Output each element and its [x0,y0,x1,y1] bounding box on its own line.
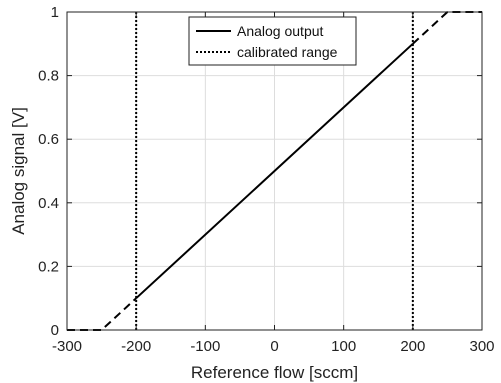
analog-output-saturation-segment [67,297,137,331]
y-axis-label: Analog signal [V] [9,107,28,235]
analog-output-linear-segment [135,43,414,299]
legend-label-calibrated-range: calibrated range [237,44,338,60]
y-tick-label: 0.8 [38,68,59,85]
y-tick-label: 1 [51,4,59,21]
legend: Analog output calibrated range [188,16,357,66]
x-axis-label: Reference flow [sccm] [191,363,358,382]
axis-ticks: -300 -200 -100 0 100 200 300 0 0.2 0.4 0.6 0.8 1 [38,4,494,355]
x-tick-label: 100 [331,338,356,355]
calibrated-range-lines [135,12,414,330]
x-tick-label: 200 [400,338,425,355]
legend-box [188,16,357,66]
x-tick-label: 300 [469,338,494,355]
x-tick-label: -300 [52,338,82,355]
legend-label-analog-output: Analog output [237,23,324,39]
x-tick-label: 0 [270,338,278,355]
x-tick-label: -200 [121,338,151,355]
y-tick-label: 0.6 [38,131,59,148]
analog-output-saturation-segment [412,11,482,45]
x-tick-label: -100 [190,338,220,355]
y-tick-label: 0 [51,322,59,339]
y-tick-label: 0.4 [38,195,59,212]
y-tick-label: 0.2 [38,258,59,275]
